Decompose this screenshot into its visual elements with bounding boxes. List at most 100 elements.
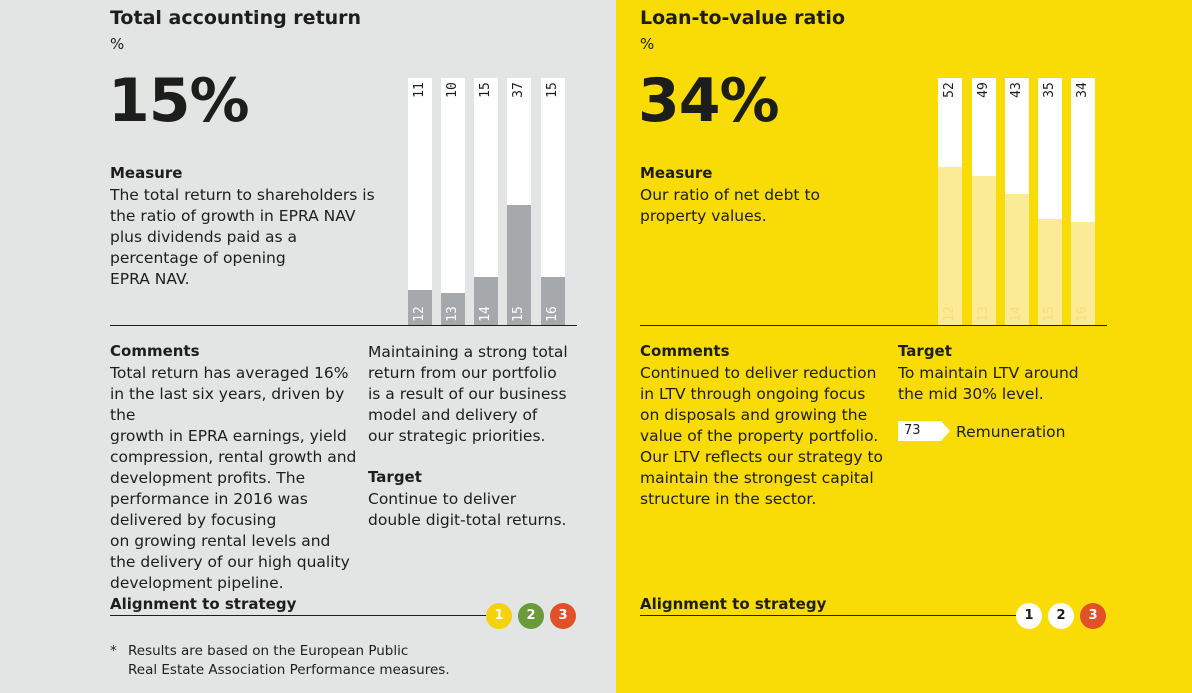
ltv-comment-line: on disposals and growing the [640, 406, 868, 424]
tar-measure-line: The total return to shareholders is [110, 186, 375, 204]
tar-footnote: Results are based on the European Public… [128, 642, 508, 680]
tar-comment-line: the delivery of our high quality [110, 553, 350, 571]
tar-value-label-15: 37 [511, 82, 526, 98]
tar-comments-heading: Comments [110, 342, 200, 360]
ltv-divider [640, 325, 1107, 326]
tar-bar-16: 15 16 [541, 78, 565, 326]
tar-measure-line: plus dividends paid as a [110, 228, 298, 246]
ltv-comment-line: value of the property portfolio. [640, 427, 879, 445]
tar-comment-line: model and delivery of [368, 406, 538, 424]
tar-big-value: 15% [108, 66, 250, 136]
ltv-strategy-dot-3: 3 [1080, 603, 1106, 629]
tar-year-label-15: 15 [511, 306, 526, 322]
panel-loan-to-value [616, 0, 1192, 693]
tar-comment-line: return from our portfolio [368, 364, 557, 382]
ltv-target-heading: Target [898, 342, 952, 360]
tar-strategy-dot-1: 1 [486, 603, 512, 629]
tar-bar-14: 15 14 [474, 78, 498, 326]
tar-measure-line: the ratio of growth in EPRA NAV [110, 207, 356, 225]
tar-value-label-16: 15 [545, 82, 560, 98]
tar-year-label-14: 14 [478, 306, 493, 322]
ltv-alignment-rule [640, 615, 1020, 616]
tag-arrow-icon [898, 421, 950, 441]
ltv-comment-line: Our LTV reflects our strategy to [640, 448, 884, 466]
ltv-value-label-14: 43 [1009, 82, 1024, 98]
tar-bar-fill-12 [408, 290, 432, 326]
ltv-strategy-dot-1: 1 [1016, 603, 1042, 629]
tar-target-line: Continue to deliver [368, 490, 517, 508]
tar-comment-line: development profits. The [110, 469, 306, 487]
ltv-bar-fill-12 [938, 167, 962, 326]
ltv-value-label-12: 52 [942, 82, 957, 98]
tar-footnote-line: Real Estate Association Performance meas… [128, 662, 450, 678]
tar-comment-line: growth in EPRA earnings, yield [110, 427, 347, 445]
tar-divider [110, 325, 577, 326]
tar-bar-fill-16 [541, 277, 565, 326]
ltv-big-value: 34% [638, 66, 780, 136]
tar-comment-line: is a result of our business [368, 385, 567, 403]
tar-footnote-line: Results are based on the European Public [128, 643, 409, 659]
ltv-target-line: the mid 30% level. [898, 385, 1044, 403]
tar-comment-line: performance in 2016 was [110, 490, 308, 508]
tar-comment-line: in the last six years, driven by the [110, 385, 345, 424]
tar-comment-line: on growing rental levels and [110, 532, 331, 550]
tar-bar-fill-14 [474, 277, 498, 326]
ltv-year-label-13: 13 [976, 306, 991, 322]
ltv-measure-line: Our ratio of net debt to [640, 186, 820, 204]
tar-comment-line: our strategic priorities. [368, 427, 546, 445]
tar-strategy-dot-2: 2 [518, 603, 544, 629]
ltv-target-line: To maintain LTV around [898, 364, 1079, 382]
tar-comment-line: delivered by focusing [110, 511, 277, 529]
ltv-year-label-16: 16 [1075, 306, 1090, 322]
ltv-value-label-16: 34 [1075, 82, 1090, 98]
remuneration-tag[interactable]: 73 [898, 421, 950, 441]
ltv-value-label-13: 49 [976, 82, 991, 98]
tar-target-heading: Target [368, 468, 422, 486]
ltv-bar-fill-16 [1071, 222, 1095, 326]
tar-footnote-mark: * [110, 643, 117, 659]
ltv-alignment-label: Alignment to strategy [640, 595, 827, 613]
tar-target-text: Continue to deliver double digit-total r… [368, 489, 583, 531]
ltv-comment-line: in LTV through ongoing focus [640, 385, 866, 403]
tar-bar-15: 37 15 [507, 78, 531, 326]
tar-comment-line: Total return has averaged 16% [110, 364, 349, 382]
ltv-bar-16: 34 16 [1071, 78, 1095, 326]
tar-strategy-dot-3: 3 [550, 603, 576, 629]
ltv-comment-line: structure in the sector. [640, 490, 817, 508]
tar-value-label-14: 15 [478, 82, 493, 98]
tar-bar-13: 10 13 [441, 78, 465, 326]
ltv-year-label-12: 12 [942, 306, 957, 322]
ltv-comment-line: Continued to deliver reduction [640, 364, 877, 382]
tar-bar-fill-13 [441, 293, 465, 326]
tar-year-label-13: 13 [445, 306, 460, 322]
tar-year-label-16: 16 [545, 306, 560, 322]
ltv-unit: % [640, 35, 655, 53]
remuneration-link[interactable]: Remuneration [956, 423, 1066, 441]
ltv-measure-heading: Measure [640, 164, 713, 182]
tar-alignment-label: Alignment to strategy [110, 595, 297, 613]
ltv-bar-fill-14 [1005, 194, 1029, 326]
ltv-bar-12: 52 12 [938, 78, 962, 326]
ltv-measure-text: Our ratio of net debt to property values… [640, 185, 900, 227]
tar-measure-text: The total return to shareholders is the … [110, 185, 400, 290]
ltv-comments-text: Continued to deliver reduction in LTV th… [640, 363, 890, 510]
tar-bar-12: 11 12 [408, 78, 432, 326]
tar-measure-line: EPRA NAV. [110, 270, 190, 288]
ltv-value-label-15: 35 [1042, 82, 1057, 98]
tar-measure-line: percentage of opening [110, 249, 286, 267]
tar-comments-col1: Total return has averaged 16% in the las… [110, 363, 360, 594]
ltv-bar-fill-15 [1038, 219, 1062, 326]
tar-comment-line: compression, rental growth and [110, 448, 357, 466]
ltv-comment-line: maintain the strongest capital [640, 469, 874, 487]
ltv-title: Loan-to-value ratio [640, 7, 846, 29]
tar-target-line: double digit-total returns. [368, 511, 567, 529]
tag-number: 73 [904, 423, 921, 438]
ltv-bar-fill-13 [972, 176, 996, 326]
tar-measure-heading: Measure [110, 164, 183, 182]
tar-unit: % [110, 35, 125, 53]
tar-alignment-rule [110, 615, 490, 616]
tar-comments-col2: Maintaining a strong total return from o… [368, 342, 583, 447]
ltv-year-label-14: 14 [1009, 306, 1024, 322]
tar-value-label-12: 11 [412, 82, 427, 98]
tar-comment-line: Maintaining a strong total [368, 343, 568, 361]
